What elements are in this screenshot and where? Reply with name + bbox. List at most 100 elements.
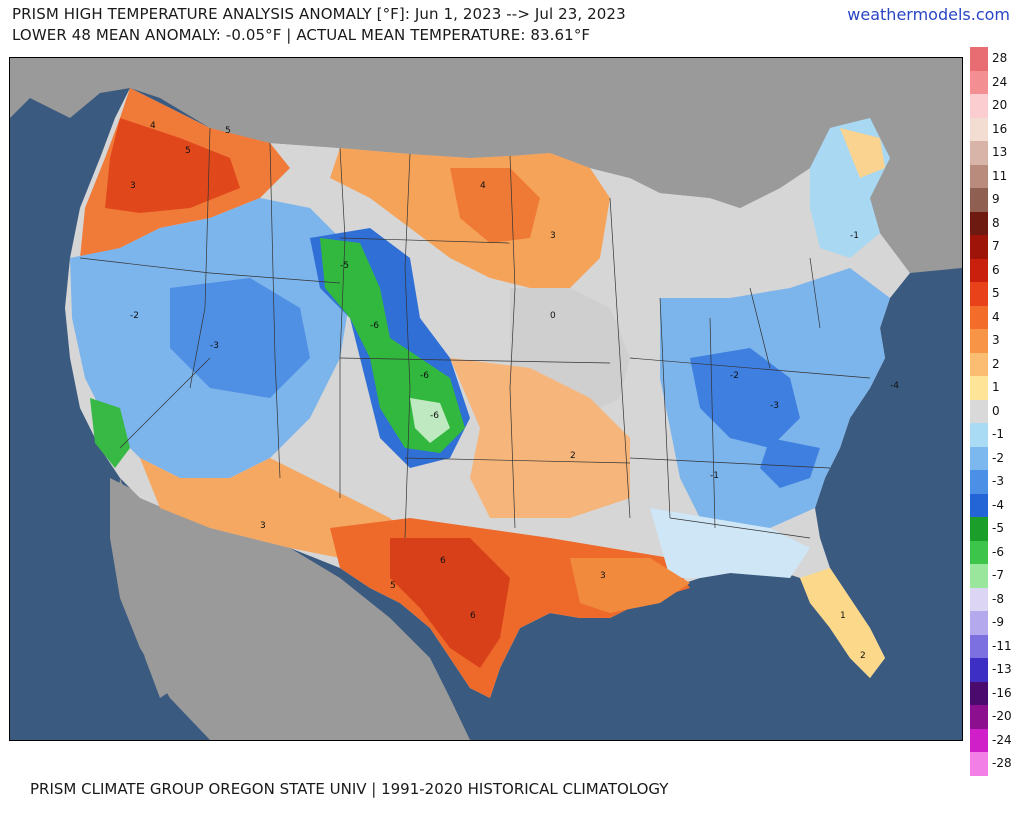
legend-label: 2 — [992, 356, 1000, 371]
anomaly-region-kansas-warm — [450, 358, 630, 518]
legend-label: 13 — [992, 145, 1008, 159]
svg-text:4: 4 — [150, 121, 156, 131]
legend-label: 28 — [992, 51, 1008, 65]
legend-swatch — [970, 564, 988, 588]
legend-label: 11 — [992, 168, 1008, 183]
svg-text:6: 6 — [470, 611, 476, 621]
legend-entry: -24 — [970, 728, 1020, 752]
legend-entry: -1 — [970, 423, 1020, 447]
svg-text:-4: -4 — [890, 381, 899, 391]
legend-label: 16 — [992, 121, 1008, 136]
svg-text:-6: -6 — [430, 411, 439, 421]
legend-swatch — [970, 587, 988, 611]
legend-label: 20 — [992, 98, 1008, 112]
mexico-land — [110, 478, 470, 740]
legend-entry: 2 — [970, 352, 1020, 376]
legend-label: -28 — [992, 756, 1012, 770]
legend-swatch — [970, 705, 988, 729]
legend-swatch — [970, 282, 988, 306]
legend-entry: 0 — [970, 399, 1020, 423]
legend-entry: 28 — [970, 47, 1020, 71]
svg-text:6: 6 — [440, 556, 446, 566]
legend-swatch — [970, 681, 988, 705]
baja-land — [115, 478, 175, 698]
legend-swatch — [970, 658, 988, 682]
legend-label: -13 — [992, 662, 1012, 676]
legend-entry: 9 — [970, 188, 1020, 212]
legend-swatch — [970, 141, 988, 165]
legend-entry: -5 — [970, 517, 1020, 541]
legend-label: -11 — [992, 638, 1012, 653]
anomaly-region-maine-warm — [840, 128, 885, 178]
legend-entry: 1 — [970, 376, 1020, 400]
legend-label: 0 — [992, 403, 1000, 418]
anomaly-region-texas-extreme — [390, 538, 510, 668]
svg-text:3: 3 — [260, 521, 266, 531]
legend-label: 6 — [992, 262, 1000, 277]
map-title: PRISM HIGH TEMPERATURE ANALYSIS ANOMALY … — [12, 4, 626, 46]
anomaly-region-pnw-hot — [105, 118, 240, 213]
legend-label: 3 — [992, 333, 1000, 347]
legend-swatch — [970, 211, 988, 235]
legend-entry: -20 — [970, 705, 1020, 729]
svg-text:-2: -2 — [730, 371, 739, 381]
svg-text:3: 3 — [600, 571, 606, 581]
anomaly-region-gulf-warm — [570, 558, 690, 613]
brand-link[interactable]: weathermodels.com — [847, 5, 1010, 24]
legend-label: -1 — [992, 427, 1004, 441]
legend-swatch — [970, 728, 988, 752]
svg-text:2: 2 — [570, 451, 576, 461]
title-line-1: PRISM HIGH TEMPERATURE ANALYSIS ANOMALY … — [12, 5, 626, 23]
legend-entry: -16 — [970, 681, 1020, 705]
legend-entry: -6 — [970, 540, 1020, 564]
legend-entry: -11 — [970, 634, 1020, 658]
legend-swatch — [970, 47, 988, 71]
legend-swatch — [970, 399, 988, 423]
anomaly-region-colorado-green — [320, 238, 465, 453]
legend-swatch — [970, 470, 988, 494]
legend-label: -7 — [992, 568, 1004, 582]
legend-label: 1 — [992, 380, 1000, 394]
legend-entry: -9 — [970, 611, 1020, 635]
legend-entry: -2 — [970, 446, 1020, 470]
legend-swatch — [970, 164, 988, 188]
legend-label: -4 — [992, 497, 1004, 512]
legend-swatch — [970, 493, 988, 517]
legend-swatch — [970, 611, 988, 635]
legend-swatch — [970, 117, 988, 141]
legend-swatch — [970, 329, 988, 353]
svg-text:3: 3 — [130, 181, 136, 191]
state-boundaries — [79, 127, 871, 539]
legend-swatch — [970, 305, 988, 329]
legend-label: 9 — [992, 192, 1000, 206]
legend-swatch — [970, 517, 988, 541]
legend-swatch — [970, 70, 988, 94]
legend-swatch — [970, 752, 988, 776]
legend-swatch — [970, 94, 988, 118]
map-svg: 4 5 3 5 4 3 -5 -6 -6 -6 -3 -2 0 2 6 6 5 … — [10, 58, 962, 740]
legend-swatch — [970, 540, 988, 564]
anomaly-region-southeast-mixed — [650, 508, 810, 578]
anomaly-region-ohio-valley-cold — [690, 348, 800, 448]
svg-text:4: 4 — [480, 181, 486, 191]
svg-text:5: 5 — [390, 581, 396, 591]
legend-label: 4 — [992, 309, 1000, 324]
anomaly-map: 4 5 3 5 4 3 -5 -6 -6 -6 -3 -2 0 2 6 6 5 … — [9, 57, 963, 741]
anomaly-region-dakota-hot — [450, 168, 540, 243]
legend-entry: 6 — [970, 258, 1020, 282]
svg-text:-5: -5 — [340, 261, 349, 271]
anomaly-region-florida-warm — [800, 568, 885, 678]
legend-entry: -3 — [970, 470, 1020, 494]
legend-swatch — [970, 188, 988, 212]
legend-entry: 13 — [970, 141, 1020, 165]
legend-label: -2 — [992, 450, 1004, 465]
color-legend: 28 24 20 16 13 11 9 8 7 6 5 4 3 2 1 0 -1 -2 -3 -4 -5 -6 -7 -8 -9… — [970, 47, 1020, 776]
legend-entry: 3 — [970, 329, 1020, 353]
svg-text:0: 0 — [550, 311, 556, 321]
legend-label: 5 — [992, 286, 1000, 300]
svg-text:-6: -6 — [420, 371, 429, 381]
legend-entry: 20 — [970, 94, 1020, 118]
anomaly-region-carolina-cold — [760, 438, 820, 488]
svg-text:1: 1 — [840, 611, 846, 621]
legend-label: 24 — [992, 74, 1008, 89]
